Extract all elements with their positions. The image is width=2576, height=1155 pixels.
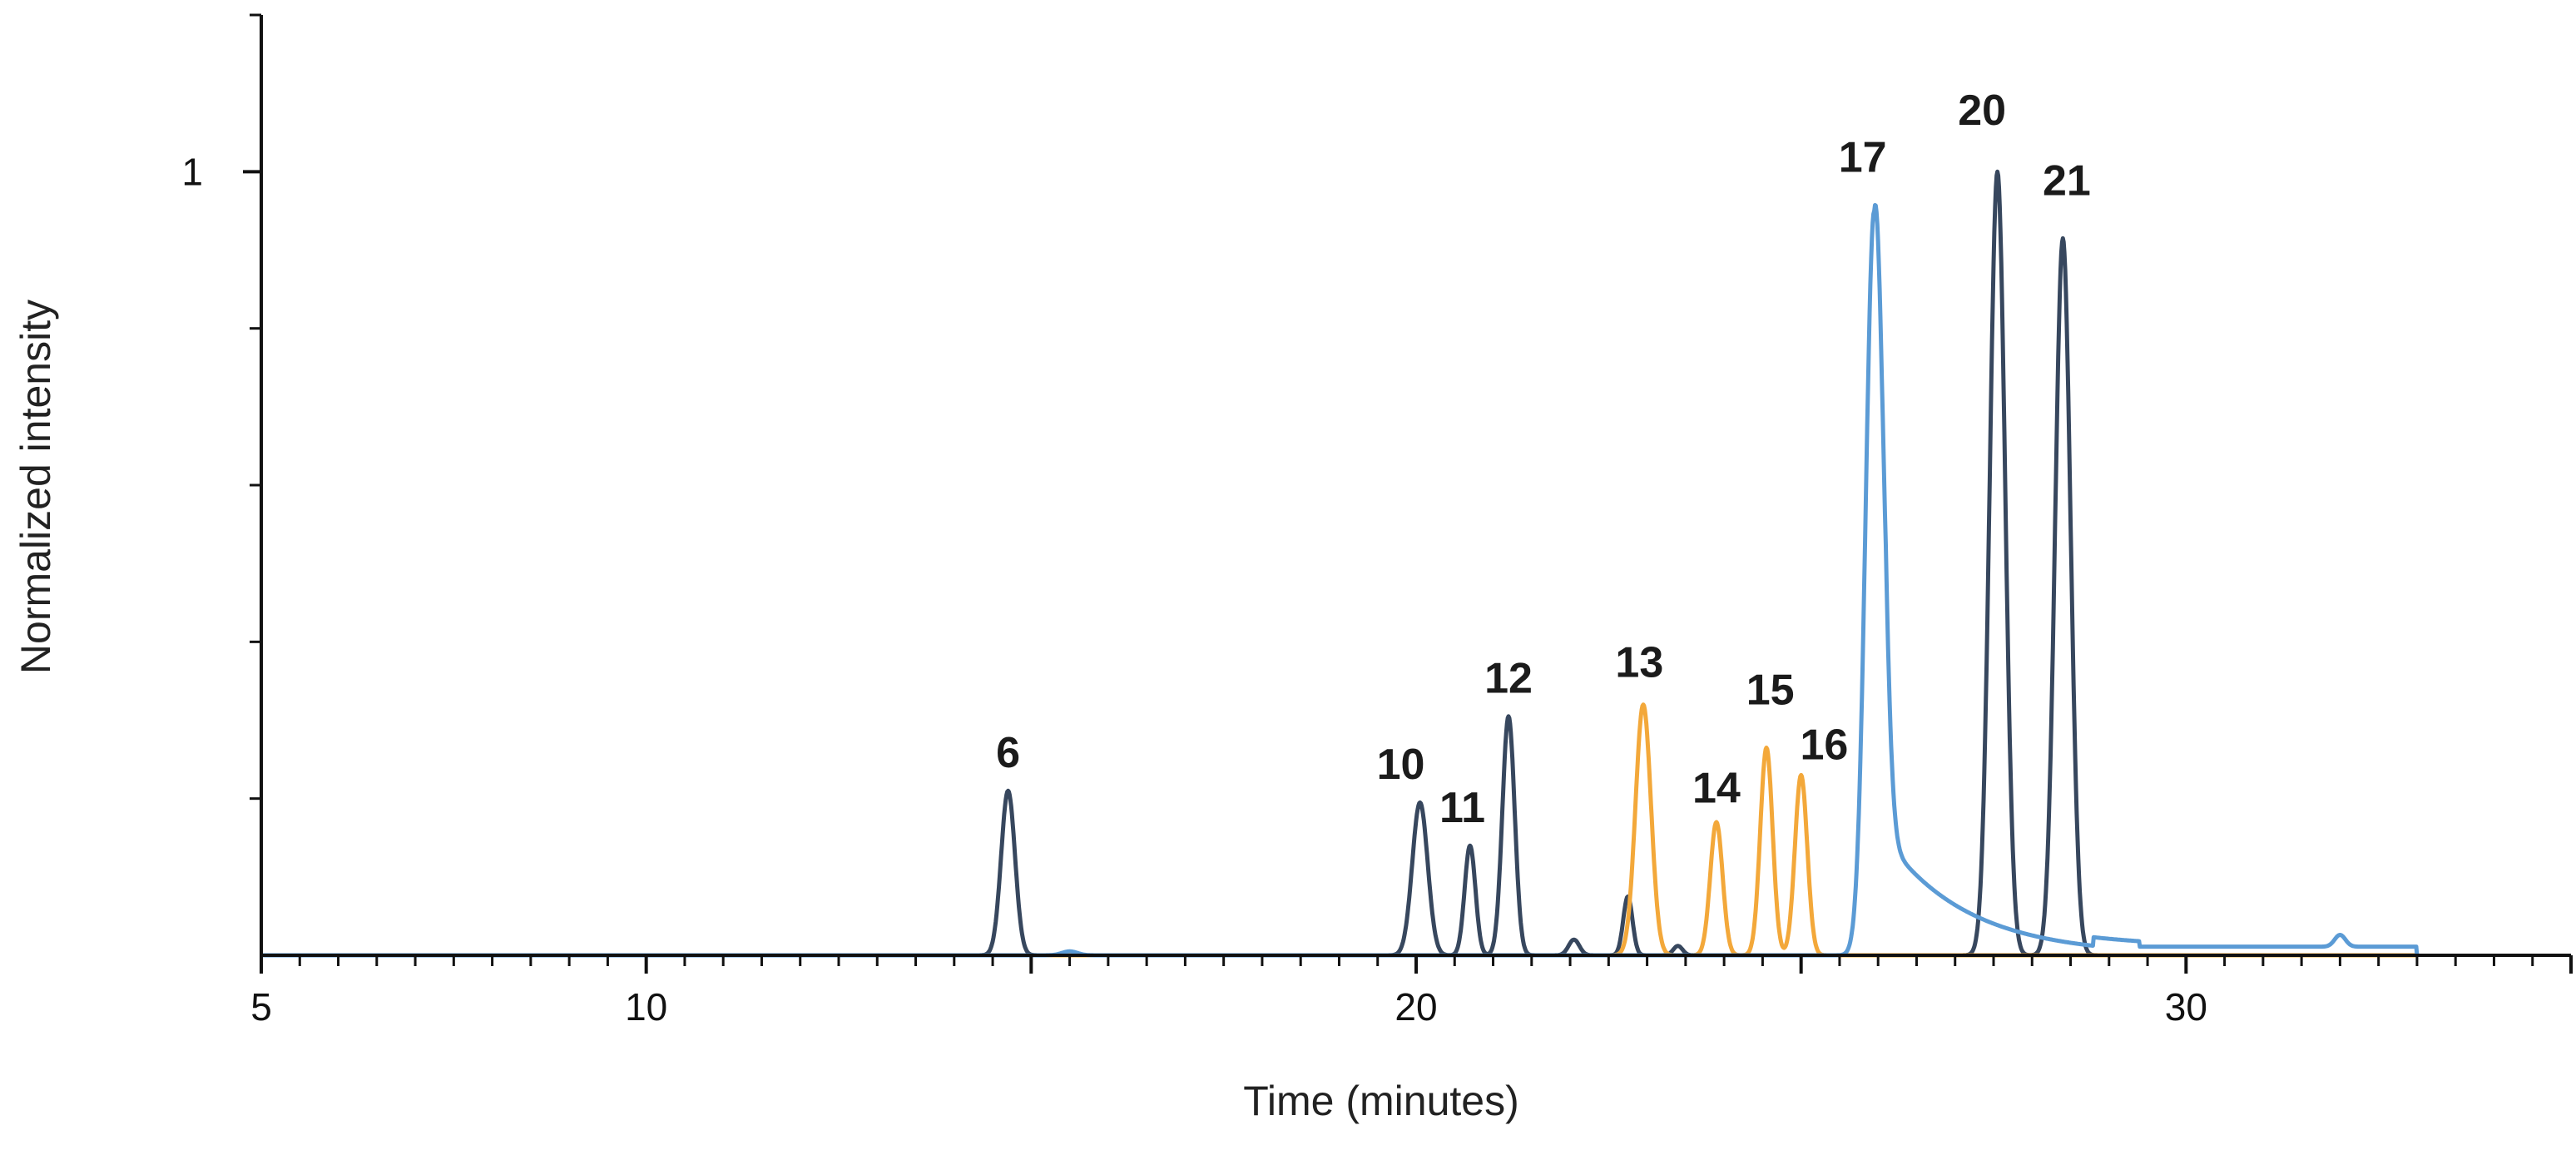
- y-tick-label: 1: [181, 150, 203, 193]
- peak-label: 21: [2043, 157, 2091, 206]
- peak-label: 13: [1615, 639, 1663, 687]
- peak-label: 17: [1839, 133, 1887, 181]
- peak-label: 16: [1801, 721, 1849, 770]
- peak-label: 15: [1746, 667, 1795, 715]
- series-line-3: [260, 203, 2420, 958]
- x-tick-label: 30: [2165, 985, 2207, 1029]
- x-tick-label: 10: [625, 985, 667, 1029]
- series-line-2: [260, 702, 2419, 958]
- x-tick-label: 20: [1395, 985, 1437, 1029]
- peak-label: 12: [1484, 655, 1533, 703]
- peak-label: 10: [1377, 741, 1425, 789]
- y-axis-title: Normalized intensity: [12, 300, 59, 674]
- axes-layer: [243, 13, 2573, 974]
- peak-label: 6: [996, 729, 1020, 777]
- tick-label-layer: 5 10 20 30 1: [181, 150, 2207, 1029]
- x-axis-title: Time (minutes): [1243, 1078, 1519, 1124]
- x-tick-label: 5: [250, 985, 272, 1029]
- peak-label: 20: [1958, 87, 2006, 135]
- peak-label: 14: [1692, 764, 1741, 812]
- peak-label: 11: [1439, 784, 1485, 832]
- series-line-1: [260, 169, 2419, 958]
- series-layer: [260, 169, 2420, 958]
